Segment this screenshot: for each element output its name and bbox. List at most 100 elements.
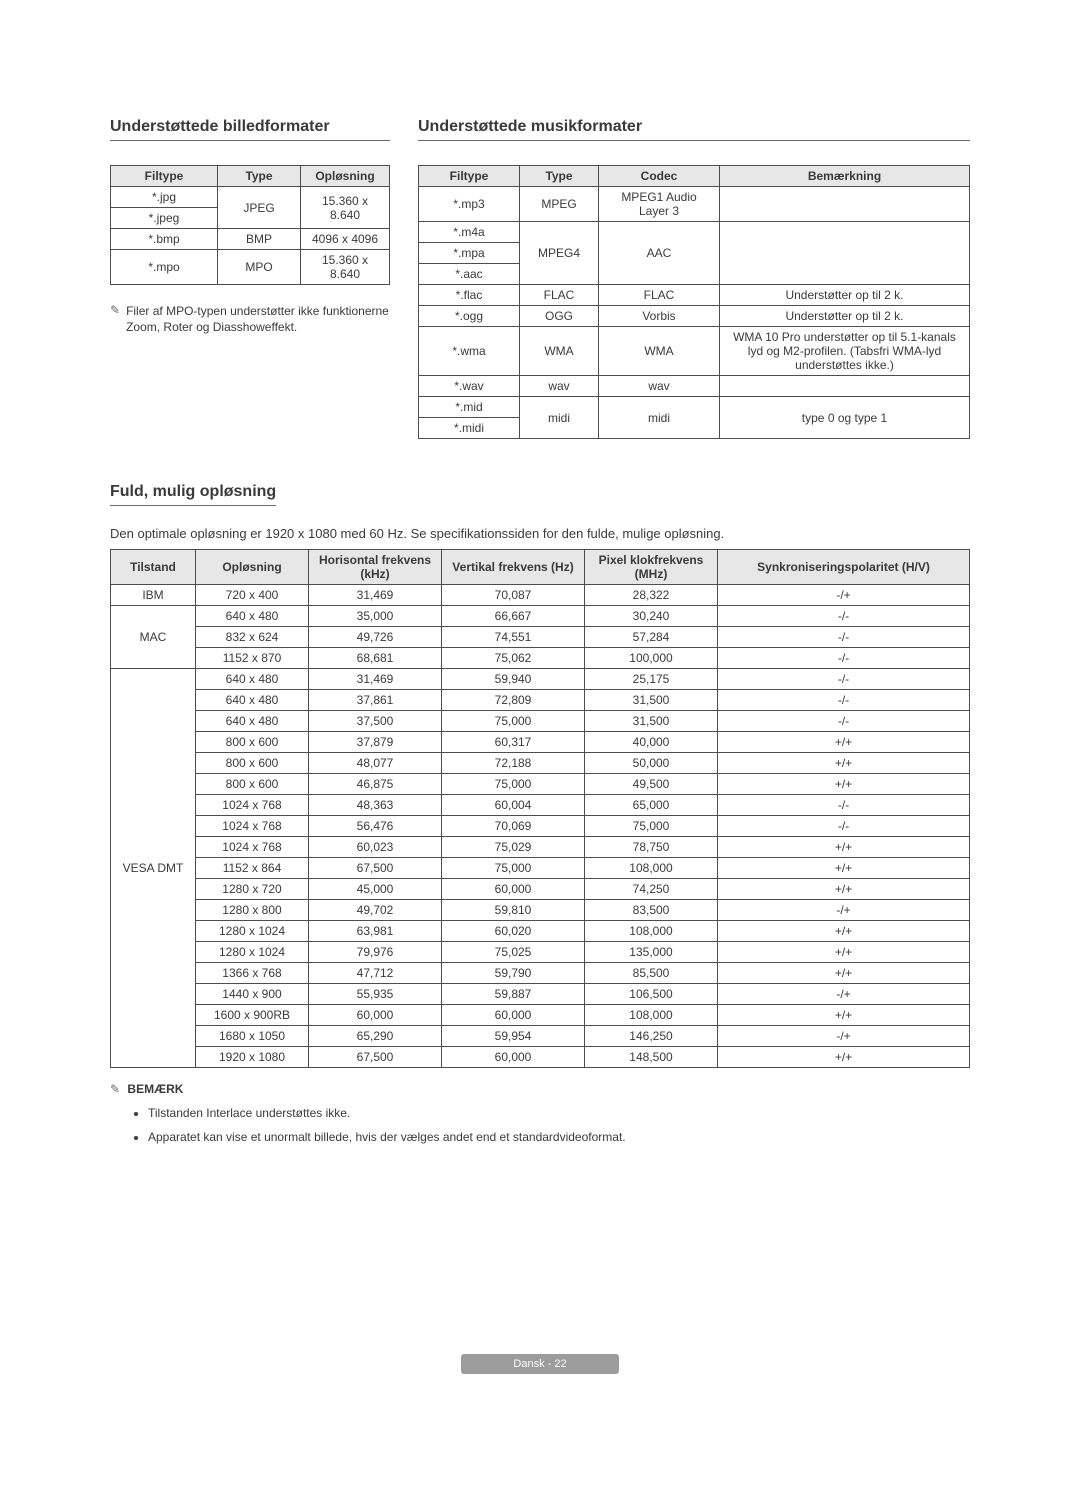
cell-value: 640 x 480 (196, 711, 309, 732)
resolution-intro: Den optimale opløsning er 1920 x 1080 me… (110, 526, 970, 541)
cell-value: 1680 x 1050 (196, 1026, 309, 1047)
cell-value: -/- (718, 606, 970, 627)
resolution-section: Fuld, mulig opløsning Den optimale opløs… (110, 483, 970, 1144)
cell-value: 60,004 (442, 795, 585, 816)
cell-value: 70,087 (442, 585, 585, 606)
cell-value: 59,790 (442, 963, 585, 984)
cell-value: 31,500 (585, 711, 718, 732)
cell-value: -/+ (718, 900, 970, 921)
col-syncpol: Synkroniseringspolaritet (H/V) (718, 550, 970, 585)
col-vfreq: Vertikal frekvens (Hz) (442, 550, 585, 585)
cell-value: 59,954 (442, 1026, 585, 1047)
cell-value: 108,000 (585, 921, 718, 942)
cell-codec: WMA (599, 327, 720, 376)
cell-value: -/+ (718, 984, 970, 1005)
cell-value: 65,290 (309, 1026, 442, 1047)
cell-codec: AAC (599, 222, 720, 285)
music-formats-heading: Understøttede musikformater (418, 118, 970, 141)
cell-value: +/+ (718, 1005, 970, 1026)
cell-value: +/+ (718, 732, 970, 753)
cell-remark: WMA 10 Pro understøtter op til 5.1-kanal… (720, 327, 970, 376)
image-formats-table: Filtype Type Opløsning *.jpgJPEG15.360 x… (110, 165, 390, 285)
remark-item: Apparatet kan vise et unormalt billede, … (148, 1130, 970, 1144)
cell-value: 108,000 (585, 1005, 718, 1026)
cell-value: 75,000 (442, 858, 585, 879)
cell-type: WMA (520, 327, 599, 376)
cell-filetype: *.bmp (111, 229, 218, 250)
resolution-table: Tilstand Opløsning Horisontal frekvens (… (110, 549, 970, 1068)
col-filetype: Filtype (111, 166, 218, 187)
table-row: *.wavwavwav (419, 376, 970, 397)
cell-filetype: *.midi (419, 418, 520, 439)
remark-list: Tilstanden Interlace understøttes ikke.A… (148, 1106, 970, 1144)
table-row: VESA DMT640 x 48031,46959,94025,175-/- (111, 669, 970, 690)
cell-type: MPEG4 (520, 222, 599, 285)
cell-value: 60,000 (442, 1005, 585, 1026)
table-row: 800 x 60037,87960,31740,000+/+ (111, 732, 970, 753)
cell-value: 66,667 (442, 606, 585, 627)
cell-filetype: *.jpeg (111, 208, 218, 229)
col-codec: Codec (599, 166, 720, 187)
col-res: Opløsning (196, 550, 309, 585)
table-row: *.mpoMPO15.360 x 8.640 (111, 250, 390, 285)
cell-value: 67,500 (309, 1047, 442, 1068)
cell-value: -/- (718, 690, 970, 711)
cell-value: 100,000 (585, 648, 718, 669)
cell-value: 55,935 (309, 984, 442, 1005)
image-note-text: Filer af MPO-typen understøtter ikke fun… (126, 303, 390, 335)
cell-filetype: *.wav (419, 376, 520, 397)
table-row: 1280 x 80049,70259,81083,500-/+ (111, 900, 970, 921)
cell-value: 31,469 (309, 669, 442, 690)
cell-value: 800 x 600 (196, 732, 309, 753)
cell-value: -/- (718, 669, 970, 690)
resolution-heading: Fuld, mulig opløsning (110, 483, 276, 506)
cell-value: +/+ (718, 774, 970, 795)
table-row: 1366 x 76847,71259,79085,500+/+ (111, 963, 970, 984)
table-row: 832 x 62449,72674,55157,284-/- (111, 627, 970, 648)
cell-value: 1024 x 768 (196, 816, 309, 837)
cell-codec: midi (599, 397, 720, 439)
col-pixclk: Pixel klokfrekvens (MHz) (585, 550, 718, 585)
cell-value: 1280 x 800 (196, 900, 309, 921)
cell-value: 49,726 (309, 627, 442, 648)
cell-mode: MAC (111, 606, 196, 669)
cell-filetype: *.ogg (419, 306, 520, 327)
page-number-pill: Dansk - 22 (461, 1354, 618, 1374)
cell-value: 1366 x 768 (196, 963, 309, 984)
table-row: 1152 x 86467,50075,000108,000+/+ (111, 858, 970, 879)
cell-value: +/+ (718, 858, 970, 879)
cell-value: 1024 x 768 (196, 795, 309, 816)
cell-value: 85,500 (585, 963, 718, 984)
table-row: *.flacFLACFLACUnderstøtter op til 2 k. (419, 285, 970, 306)
cell-value: 1280 x 1024 (196, 942, 309, 963)
cell-value: +/+ (718, 921, 970, 942)
cell-value: 57,284 (585, 627, 718, 648)
table-row: *.m4aMPEG4AAC (419, 222, 970, 243)
page: Understøttede billedformater Filtype Typ… (0, 0, 1080, 1414)
table-row: *.midmidimiditype 0 og type 1 (419, 397, 970, 418)
cell-value: 67,500 (309, 858, 442, 879)
cell-value: 59,887 (442, 984, 585, 1005)
cell-value: 75,062 (442, 648, 585, 669)
cell-value: 60,000 (442, 879, 585, 900)
cell-value: -/- (718, 648, 970, 669)
cell-type: JPEG (218, 187, 301, 229)
cell-value: 74,250 (585, 879, 718, 900)
cell-value: 75,000 (442, 711, 585, 732)
cell-value: 37,861 (309, 690, 442, 711)
cell-value: 1152 x 870 (196, 648, 309, 669)
cell-value: 106,500 (585, 984, 718, 1005)
cell-remark: Understøtter op til 2 k. (720, 306, 970, 327)
table-row: *.mp3MPEGMPEG1 Audio Layer 3 (419, 187, 970, 222)
table-row: 1440 x 90055,93559,887106,500-/+ (111, 984, 970, 1005)
music-formats-section: Understøttede musikformater Filtype Type… (418, 118, 970, 439)
cell-codec: FLAC (599, 285, 720, 306)
cell-value: 59,810 (442, 900, 585, 921)
cell-value: 70,069 (442, 816, 585, 837)
cell-codec: wav (599, 376, 720, 397)
cell-value: 72,809 (442, 690, 585, 711)
cell-value: 40,000 (585, 732, 718, 753)
cell-type: FLAC (520, 285, 599, 306)
cell-resolution: 4096 x 4096 (301, 229, 390, 250)
cell-value: 148,500 (585, 1047, 718, 1068)
